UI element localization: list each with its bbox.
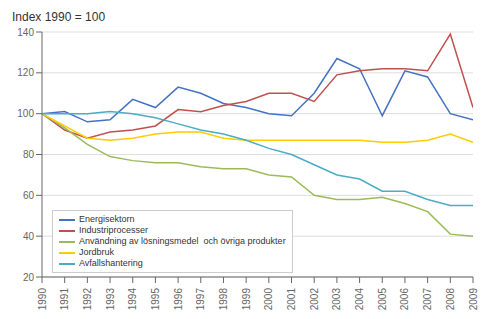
- svg-text:2005: 2005: [377, 288, 388, 311]
- svg-text:2001: 2001: [286, 288, 297, 311]
- svg-text:1997: 1997: [195, 288, 206, 311]
- html-text:Energisektorn: Energisektorn: [79, 214, 135, 224]
- svg-text:1991: 1991: [59, 288, 70, 311]
- svg-text:2008: 2008: [445, 288, 456, 311]
- html-text:Index 1990 = 100: Index 1990 = 100: [12, 10, 106, 24]
- html-text:Avfallshantering: Avfallshantering: [79, 258, 143, 268]
- svg-text:1996: 1996: [173, 288, 184, 311]
- html-text:Användning av lösningsmedel oc: Användning av lösningsmedel och övriga p…: [79, 236, 286, 246]
- svg-text:40: 40: [23, 231, 35, 242]
- svg-text:1993: 1993: [105, 288, 116, 311]
- svg-text:120: 120: [17, 67, 34, 78]
- svg-text:2003: 2003: [331, 288, 342, 311]
- svg-text:1995: 1995: [150, 288, 161, 311]
- svg-text:100: 100: [17, 108, 34, 119]
- svg-text:60: 60: [23, 190, 35, 201]
- svg-text:2000: 2000: [263, 288, 274, 311]
- svg-text:2006: 2006: [399, 288, 410, 311]
- svg-text:2007: 2007: [422, 288, 433, 311]
- svg-text:2002: 2002: [309, 288, 320, 311]
- svg-text:2009: 2009: [468, 288, 479, 311]
- svg-text:20: 20: [23, 272, 35, 283]
- svg-text:1994: 1994: [127, 288, 138, 311]
- svg-text:1990: 1990: [37, 288, 48, 311]
- svg-text:2004: 2004: [354, 288, 365, 311]
- svg-text:80: 80: [23, 149, 35, 160]
- svg-text:1999: 1999: [241, 288, 252, 311]
- html-text:Industriprocesser: Industriprocesser: [79, 225, 148, 235]
- svg-text:140: 140: [17, 27, 34, 38]
- html-text:Jordbruk: Jordbruk: [79, 247, 114, 257]
- svg-text:1992: 1992: [82, 288, 93, 311]
- svg-text:1998: 1998: [218, 288, 229, 311]
